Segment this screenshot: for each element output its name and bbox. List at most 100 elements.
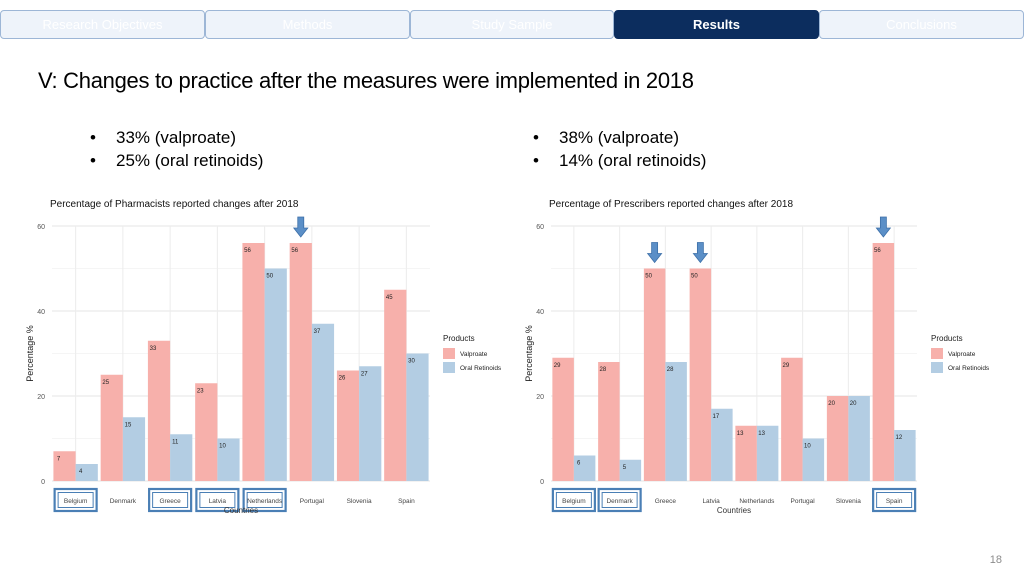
tab-study-sample[interactable]: Study Sample <box>410 10 614 39</box>
prescribers-bar-slovenia-oral-retinoids <box>848 396 870 481</box>
prescribers-highlight-box-inner <box>601 492 638 508</box>
pharmacists-xtick-label: Latvia <box>209 498 227 505</box>
prescribers-bar-spain-valproate <box>872 243 895 481</box>
prescribers-data-label: 50 <box>645 274 652 280</box>
pharmacists-data-label: 15 <box>125 422 132 428</box>
pharmacists-data-label: 50 <box>266 274 273 280</box>
pharmacists-legend-swatch <box>443 348 455 359</box>
tab-research-objectives[interactable]: Research Objectives <box>0 10 205 39</box>
prescribers-data-label: 20 <box>828 401 835 407</box>
prescribers-data-label: 5 <box>623 465 627 471</box>
prescribers-data-label: 50 <box>691 274 698 280</box>
pharmacists-data-label: 25 <box>102 380 109 386</box>
prescribers-bar-portugal-valproate <box>781 357 803 481</box>
pharmacists-data-label: 56 <box>291 248 298 254</box>
pharmacists-highlight-box <box>195 487 240 513</box>
pharmacists-bar-greece-oral-retinoids <box>170 434 193 481</box>
prescribers-legend-swatch <box>931 348 943 359</box>
prescribers-xtick-label: Latvia <box>702 498 720 505</box>
prescribers-data-label: 13 <box>758 431 765 437</box>
prescribers-ylabel: Percentage % <box>524 325 534 382</box>
prescribers-legend-swatch <box>931 362 943 373</box>
pharmacists-bar-spain-oral-retinoids <box>406 353 429 481</box>
pharmacists-xtick-label: Belgium <box>64 498 87 505</box>
prescribers-highlight-box-inner <box>876 492 913 508</box>
pharmacists-bar-belgium-valproate <box>53 451 76 481</box>
prescribers-ytick-label: 0 <box>540 479 544 486</box>
pharmacists-bar-portugal-oral-retinoids <box>311 323 335 481</box>
pharmacists-xtick-label: Portugal <box>300 498 325 505</box>
pharmacists-data-label: 30 <box>408 359 415 365</box>
pharmacists-ytick-label: 40 <box>37 309 45 316</box>
pharmacists-data-label: 26 <box>339 376 346 382</box>
pharmacists-xtick-label: Greece <box>159 498 181 505</box>
pharmacists-legend-label: Valproate <box>460 351 488 358</box>
prescribers-bar-latvia-valproate <box>689 268 712 481</box>
pharmacists-arrow-icon <box>292 216 309 238</box>
prescribers-data-label: 12 <box>896 435 903 441</box>
prescribers-bar-portugal-oral-retinoids <box>802 438 825 481</box>
prescribers-xtick-label: Spain <box>886 498 903 505</box>
pharmacists-retinoids-bullet: • 25% (oral retinoids) <box>90 151 264 170</box>
tab-methods[interactable]: Methods <box>205 10 410 39</box>
pharmacists-highlight-box-inner <box>246 492 283 508</box>
pharmacists-data-label: 23 <box>197 388 204 394</box>
prescribers-data-label: 28 <box>667 367 674 373</box>
pharmacists-ytick-label: 60 <box>37 224 45 231</box>
prescribers-highlight-box-inner <box>555 492 592 508</box>
pharmacists-bar-latvia-oral-retinoids <box>217 438 240 481</box>
prescribers-data-label: 6 <box>577 461 581 467</box>
prescribers-bar-denmark-valproate <box>598 362 620 481</box>
pharmacists-legend-swatch <box>443 362 455 373</box>
pharmacists-bar-greece-valproate <box>147 340 171 481</box>
prescribers-data-label: 20 <box>850 401 857 407</box>
pharmacists-data-label: 37 <box>314 329 321 335</box>
pharmacists-data-label: 27 <box>361 371 368 377</box>
tab-conclusions[interactable]: Conclusions <box>819 10 1024 39</box>
pharmacists-ytick-label: 0 <box>41 479 45 486</box>
pharmacists-legend-label: Oral Retinoids <box>460 365 502 372</box>
prescribers-valproate-bullet: • 38% (valproate) <box>533 128 680 147</box>
prescribers-legend-label: Oral Retinoids <box>948 365 990 372</box>
pharmacists-xtick-label: Slovenia <box>347 498 372 505</box>
pharmacists-data-label: 10 <box>219 444 226 450</box>
prescribers-xtick-label: Denmark <box>606 498 633 505</box>
prescribers-ytick-label: 20 <box>536 394 544 401</box>
pharmacists-highlight-box <box>148 487 193 513</box>
pharmacists-xtick-label: Spain <box>398 498 415 505</box>
pharmacists-bar-denmark-oral-retinoids <box>122 417 146 481</box>
pharmacists-highlight-box-inner <box>199 492 236 508</box>
tab-results[interactable]: Results <box>614 10 819 39</box>
prescribers-bar-spain-oral-retinoids <box>894 430 916 481</box>
prescribers-data-label: 56 <box>874 248 881 254</box>
prescribers-arrow-icon <box>692 242 709 264</box>
prescribers-xtick-label: Slovenia <box>836 498 861 505</box>
prescribers-arrow-icon <box>646 242 663 264</box>
prescribers-chart-title: Percentage of Prescribers reported chang… <box>549 199 793 210</box>
pharmacists-highlight-box <box>242 487 287 513</box>
pharmacists-ylabel: Percentage % <box>25 325 35 382</box>
pharmacists-data-label: 45 <box>386 295 393 301</box>
page-number: 18 <box>989 554 1002 566</box>
pharmacists-highlight-box-inner <box>152 492 189 508</box>
prescribers-summary-list: • 38% (valproate) • 14% (oral retinoids) <box>533 126 706 172</box>
prescribers-xtick-label: Belgium <box>562 498 585 505</box>
prescribers-bar-latvia-oral-retinoids <box>711 408 733 481</box>
pharmacists-highlight-box <box>53 487 98 513</box>
prescribers-data-label: 29 <box>783 363 790 369</box>
prescribers-bar-greece-oral-retinoids <box>665 362 687 481</box>
pharmacists-xlabel: Countries <box>224 506 258 515</box>
pharmacists-xtick-label: Denmark <box>110 498 137 505</box>
prescribers-ytick-label: 60 <box>536 224 544 231</box>
pharmacists-data-label: 33 <box>150 346 157 352</box>
prescribers-xtick-label: Netherlands <box>739 498 775 505</box>
prescribers-highlight-box <box>872 487 917 513</box>
top-navigation: Research Objectives Methods Study Sample… <box>0 10 1024 41</box>
pharmacists-bar-portugal-valproate <box>289 243 312 481</box>
prescribers-bar-netherlands-valproate <box>735 425 757 481</box>
pharmacists-bar-slovenia-oral-retinoids <box>359 366 382 481</box>
prescribers-legend-label: Valproate <box>948 351 976 358</box>
pharmacists-legend-title: Products <box>443 334 475 343</box>
pharmacists-data-label: 56 <box>244 248 251 254</box>
